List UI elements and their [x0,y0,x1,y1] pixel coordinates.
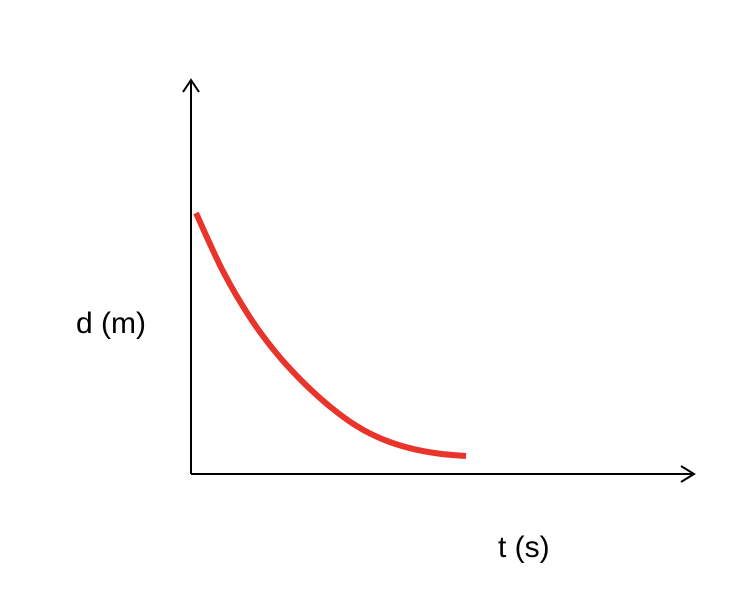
x-axis-title: t (s) [498,531,550,564]
x-axis [191,465,696,483]
y-axis-title: d (m) [76,307,146,340]
x-axis-arrowhead [680,465,696,483]
series-layer [193,211,467,459]
series-line-0 [193,211,467,459]
y-axis [182,78,200,474]
y-axis-arrowhead [182,78,200,93]
